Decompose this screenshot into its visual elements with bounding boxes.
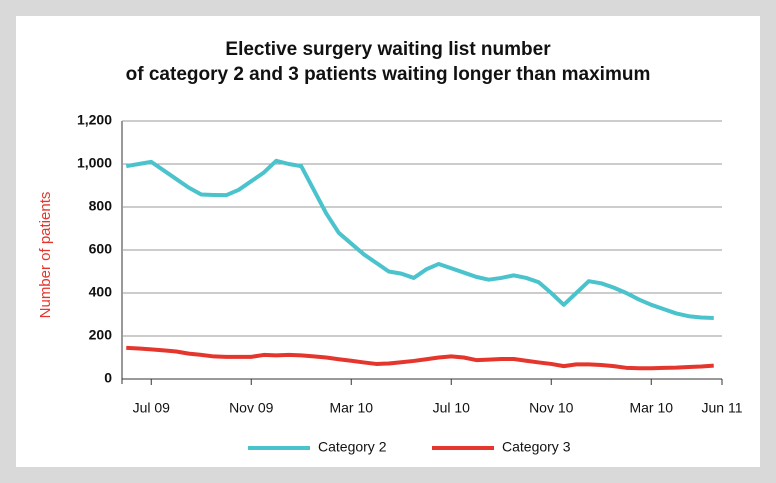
y-tick-label: 1,200	[77, 112, 112, 128]
y-tick-label: 400	[89, 284, 113, 300]
x-tick-label: Jun 11	[702, 400, 743, 416]
chart-title: of category 2 and 3 patients waiting lon…	[126, 64, 651, 85]
legend-label: Category 3	[502, 439, 571, 455]
y-axis-label: Number of patients	[37, 192, 54, 319]
series-line	[125, 158, 714, 320]
x-tick-label: Mar 10	[329, 400, 373, 416]
x-tick-label: Nov 10	[529, 400, 574, 416]
x-tick-label: Nov 09	[229, 400, 274, 416]
panel	[16, 16, 760, 467]
chart-title: Elective surgery waiting list number	[225, 39, 551, 60]
x-tick-label: Jul 09	[133, 400, 171, 416]
y-tick-label: 200	[89, 327, 113, 343]
legend-label: Category 2	[318, 439, 387, 455]
x-tick-label: Mar 10	[629, 400, 673, 416]
y-tick-label: 1,000	[77, 155, 112, 171]
y-tick-label: 600	[89, 241, 113, 257]
series-line	[126, 345, 714, 371]
y-tick-label: 800	[89, 198, 113, 214]
y-tick-label: 0	[104, 370, 112, 386]
x-tick-label: Jul 10	[433, 400, 471, 416]
